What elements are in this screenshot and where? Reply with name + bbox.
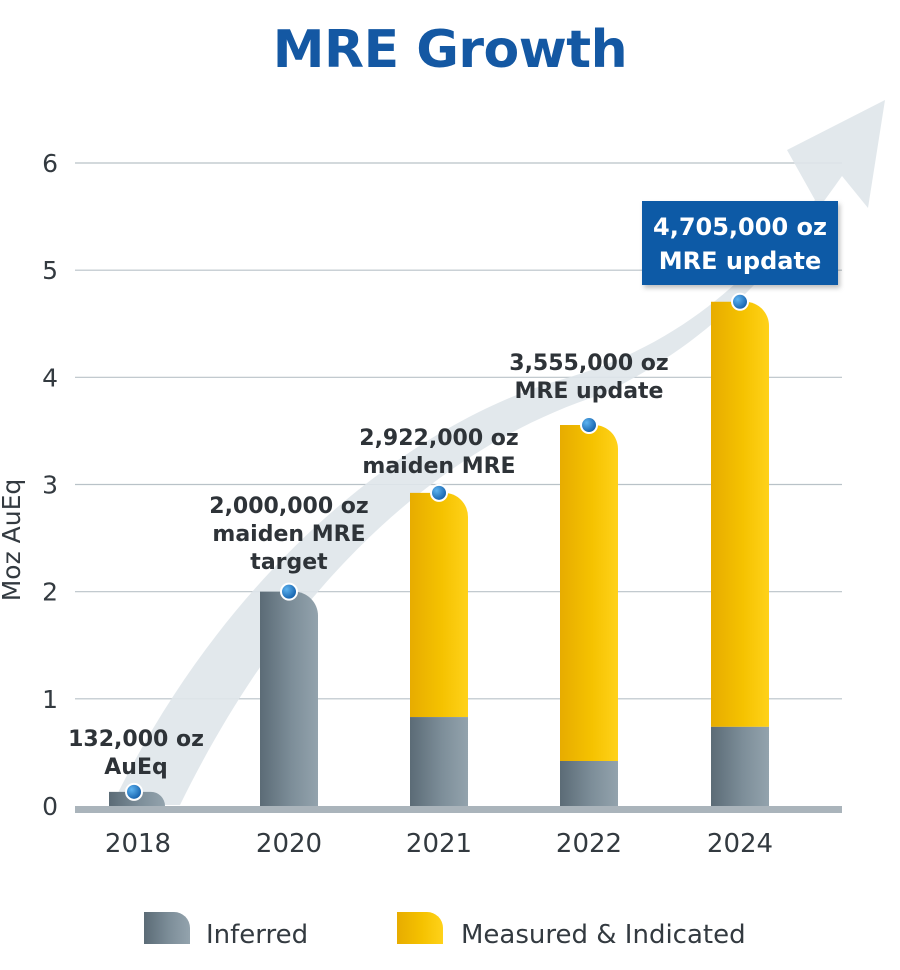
y-tick-label: 2 (42, 578, 58, 607)
bar-inferred (260, 591, 318, 806)
data-point-marker (125, 782, 143, 801)
legend-label: Measured & Indicated (461, 920, 746, 950)
x-axis-baseline (75, 806, 842, 813)
annotation-label: 2,922,000 oz (359, 426, 518, 451)
annotation-label: maiden MRE (362, 454, 515, 479)
y-tick-label: 4 (42, 363, 58, 392)
annotation-box (642, 201, 838, 285)
data-point-marker (731, 292, 749, 311)
y-tick-label: 6 (42, 149, 58, 178)
legend-swatch (144, 912, 190, 944)
x-tick-label: 2022 (556, 829, 622, 859)
y-tick-label: 0 (42, 792, 58, 821)
x-tick-label: 2021 (406, 829, 472, 859)
annotation-label: MRE update (515, 379, 664, 404)
growth-arrow (112, 100, 885, 805)
annotation-label: MRE update (659, 247, 822, 275)
legend-label: Inferred (206, 920, 308, 950)
data-point-marker (280, 582, 298, 601)
bar-measured-indicated (410, 492, 468, 718)
legend-swatch (397, 912, 443, 944)
y-tick-label: 3 (42, 471, 58, 500)
data-point-marker (580, 416, 598, 435)
data-point-marker (430, 483, 448, 502)
annotation-label: 4,705,000 oz (653, 213, 827, 241)
x-tick-label: 2018 (105, 829, 171, 859)
annotation-label: AuEq (104, 755, 167, 780)
bar-measured-indicated (711, 301, 769, 727)
x-tick-label: 2020 (256, 829, 322, 859)
x-tick-label: 2024 (707, 829, 773, 859)
bar-inferred (560, 760, 618, 806)
annotation-label: 132,000 oz (68, 727, 204, 752)
annotation-label: 2,000,000 oz (209, 494, 368, 519)
annotation-label: maiden MRE (212, 522, 365, 547)
y-tick-label: 1 (42, 685, 58, 714)
bar-measured-indicated (560, 425, 618, 761)
annotation-label: 3,555,000 oz (509, 351, 668, 376)
y-tick-label: 5 (42, 256, 58, 285)
annotation-label: target (250, 550, 328, 575)
y-axis-label: Moz AuEq (0, 479, 26, 602)
bar-inferred (711, 726, 769, 806)
chart-title: MRE Growth (272, 20, 628, 80)
bar-inferred (410, 717, 468, 806)
